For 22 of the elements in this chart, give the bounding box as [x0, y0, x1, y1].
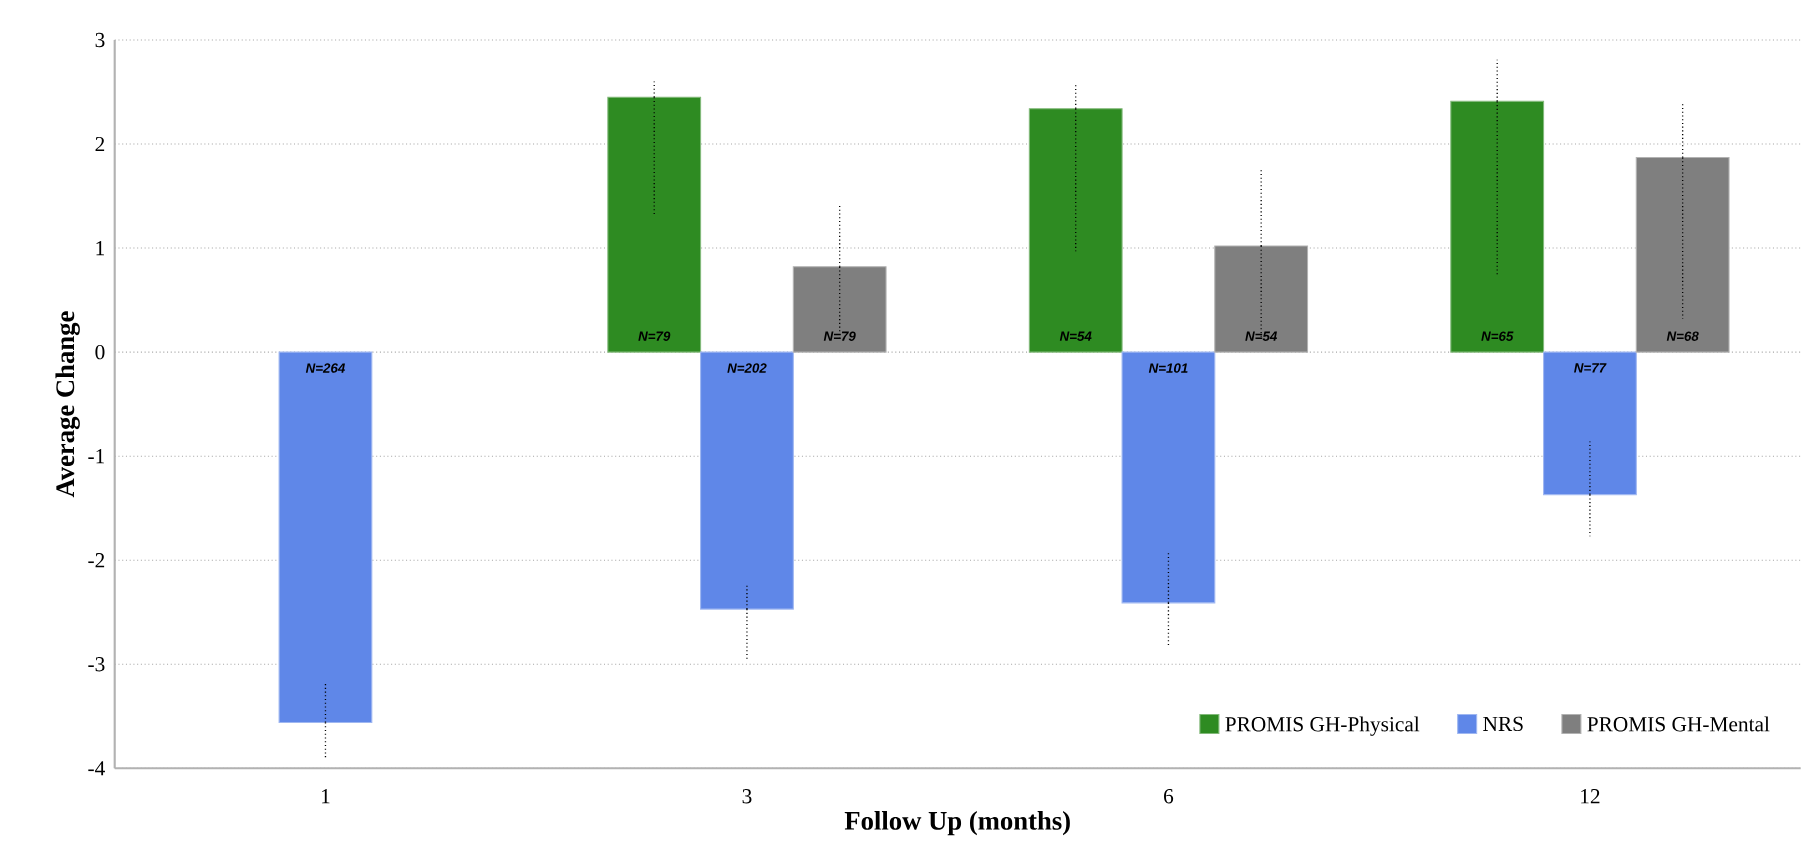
y-tick-label: 1 — [96, 240, 104, 255]
y-axis-title: Average Change — [55, 311, 80, 498]
bar — [700, 351, 794, 610]
bar — [278, 351, 373, 723]
x-axis-title: Follow Up (months) — [844, 810, 1070, 836]
bar — [1121, 351, 1216, 604]
x-tick-label: 6 — [1164, 788, 1174, 804]
x-tick-label: 1 — [322, 788, 330, 804]
legend-label: NRS — [1483, 716, 1523, 731]
bar — [607, 96, 702, 353]
bar — [1543, 351, 1637, 496]
x-tick-label: 3 — [742, 788, 752, 804]
y-tick-label: -4 — [88, 761, 105, 776]
y-tick-label: 3 — [95, 32, 105, 48]
x-tick-label: 12 — [1581, 788, 1600, 804]
legend-label: PROMIS GH-Mental — [1587, 716, 1770, 732]
y-tick-label: -2 — [88, 552, 105, 568]
y-tick-label: -3 — [88, 656, 105, 672]
y-tick-label: 0 — [95, 344, 105, 360]
y-tick-label: 2 — [95, 136, 105, 151]
legend-label: PROMIS GH-Physical — [1225, 716, 1420, 736]
y-tick-label: -1 — [88, 448, 104, 464]
